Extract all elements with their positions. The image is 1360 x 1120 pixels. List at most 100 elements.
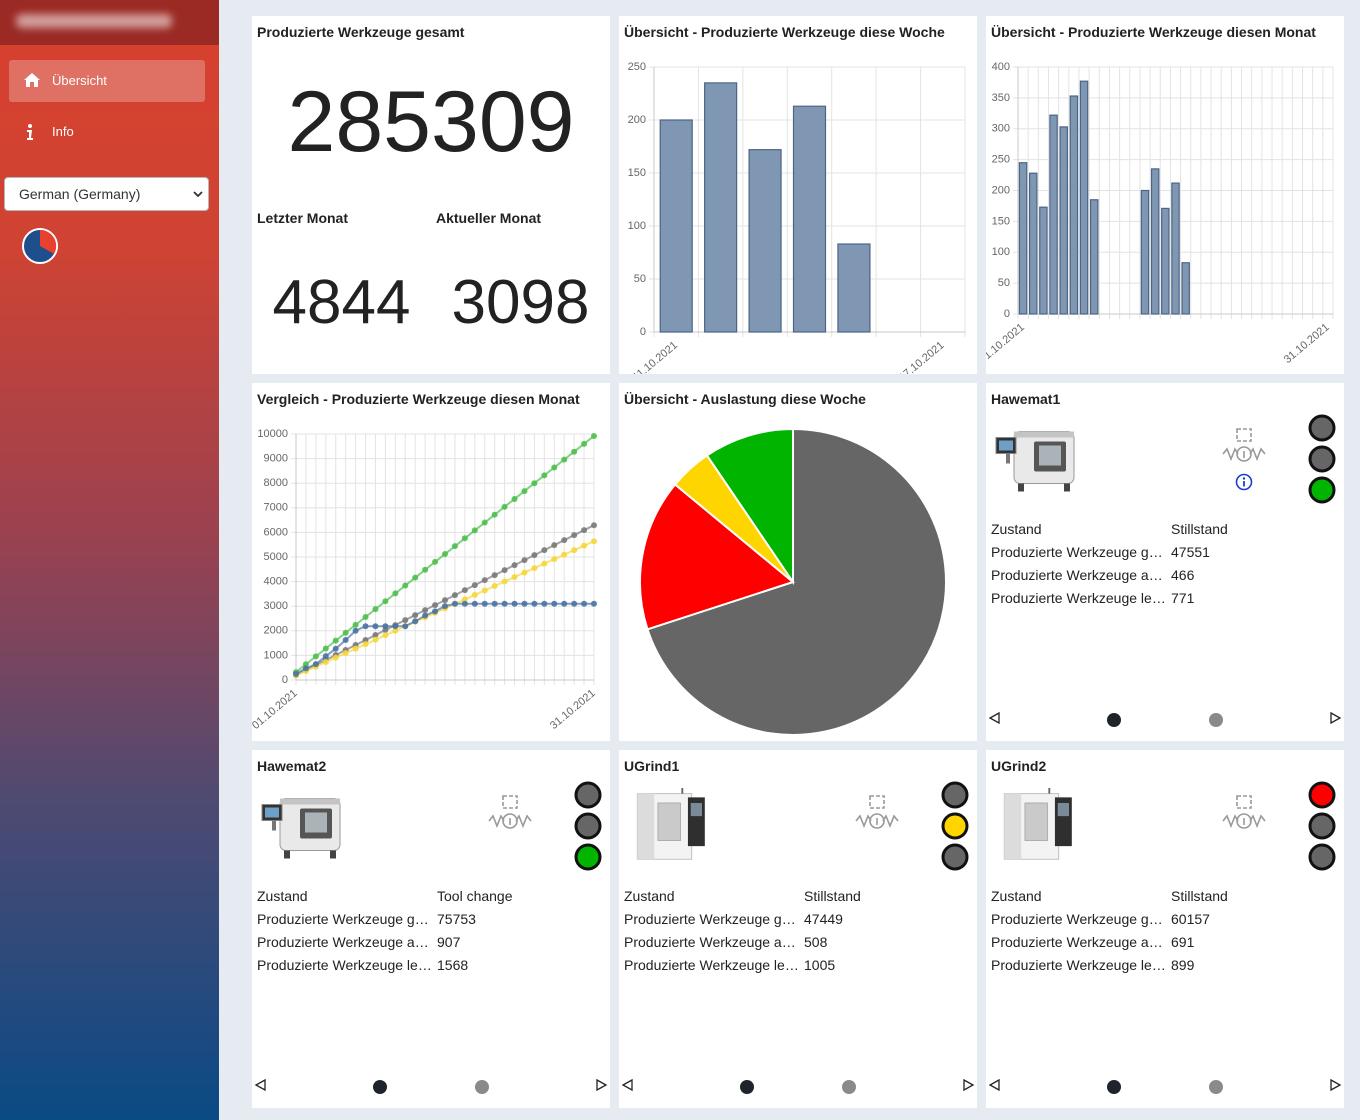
machine-picture xyxy=(636,788,706,861)
point xyxy=(571,532,578,539)
bar xyxy=(1079,80,1089,315)
carousel-prev[interactable] xyxy=(988,711,1000,725)
point xyxy=(332,645,339,652)
y-tick-label: 250 xyxy=(628,61,646,73)
carousel-dot[interactable] xyxy=(475,1080,489,1094)
carousel-next[interactable] xyxy=(596,1078,608,1092)
status-value: Stillstand xyxy=(1171,521,1228,537)
point xyxy=(511,600,518,607)
pie-slice xyxy=(705,427,794,586)
row-value: 771 xyxy=(1171,590,1195,606)
machine-name: Hawemat2 xyxy=(257,758,327,774)
point xyxy=(561,551,568,558)
point xyxy=(541,600,548,607)
row-label: Produzierte Werkzeuge le… xyxy=(991,957,1165,973)
status-light xyxy=(1308,843,1336,871)
info-button[interactable] xyxy=(1235,473,1253,491)
status-label: Zustand xyxy=(257,888,308,904)
point xyxy=(471,582,478,589)
brand-logo xyxy=(16,14,172,28)
point xyxy=(551,600,558,607)
maintenance-icon xyxy=(488,795,532,829)
row-value: 508 xyxy=(804,934,828,950)
status-value: Stillstand xyxy=(1171,888,1228,904)
point xyxy=(322,653,329,660)
status-label: Zustand xyxy=(991,521,1042,537)
row-value: 1005 xyxy=(804,957,836,973)
carousel-dot[interactable] xyxy=(1107,713,1121,727)
carousel-dot[interactable] xyxy=(842,1080,856,1094)
card-title: Übersicht - Produzierte Werkzeuge diese … xyxy=(624,24,945,40)
x-tick-label: 01.10.2021 xyxy=(986,321,1027,366)
point xyxy=(412,574,419,581)
row-value: 1568 xyxy=(437,957,469,973)
carousel-dot[interactable] xyxy=(1107,1080,1121,1094)
stat-label: Letzter Monat xyxy=(257,210,348,226)
select-arrow xyxy=(193,191,203,198)
point xyxy=(501,503,508,510)
carousel-prev[interactable] xyxy=(254,1078,266,1092)
point xyxy=(461,596,468,603)
chart-card: Vergleich - Produzierte Werkzeuge diesen… xyxy=(252,383,610,741)
point xyxy=(402,617,409,624)
pie-icon[interactable] xyxy=(21,227,59,265)
nav-item[interactable]: Übersicht xyxy=(9,60,205,102)
carousel-next[interactable] xyxy=(1330,1078,1342,1092)
x-tick-label: 31.10.2021 xyxy=(1282,321,1332,366)
nav-item[interactable]: Info xyxy=(9,111,205,153)
carousel-next[interactable] xyxy=(1330,711,1342,725)
traffic-light xyxy=(1308,414,1336,504)
status-label: Zustand xyxy=(991,888,1042,904)
y-tick-label: 5000 xyxy=(264,551,288,563)
status-light xyxy=(1308,812,1336,840)
point xyxy=(382,632,389,639)
row-value: 907 xyxy=(437,934,461,950)
carousel-dot[interactable] xyxy=(740,1080,754,1094)
point xyxy=(561,537,568,544)
bar xyxy=(1018,162,1028,315)
point xyxy=(581,600,588,607)
point xyxy=(382,598,389,605)
point xyxy=(342,650,349,657)
point xyxy=(312,661,319,668)
card-title: Übersicht - Auslastung diese Woche xyxy=(624,391,866,407)
x-tick-label: 01.10.2021 xyxy=(252,687,300,732)
carousel-next[interactable] xyxy=(963,1078,975,1092)
point xyxy=(501,578,508,585)
point xyxy=(392,590,399,597)
y-tick-label: 350 xyxy=(992,92,1010,104)
point xyxy=(511,562,518,569)
bar xyxy=(748,149,782,333)
carousel-dot[interactable] xyxy=(373,1080,387,1094)
machine-name: Hawemat1 xyxy=(991,391,1061,407)
maintenance-glyph xyxy=(1222,795,1266,829)
stat-value: 4844 xyxy=(272,268,411,337)
home-icon xyxy=(24,73,40,87)
point xyxy=(491,511,498,518)
machine-image xyxy=(261,797,341,860)
point xyxy=(302,665,309,672)
row-label: Produzierte Werkzeuge a… xyxy=(991,567,1163,583)
card-title: Übersicht - Produzierte Werkzeuge diesen… xyxy=(991,24,1316,40)
point xyxy=(442,597,448,604)
y-tick-label: 200 xyxy=(628,114,646,126)
point xyxy=(471,591,478,598)
carousel-prev[interactable] xyxy=(988,1078,1000,1092)
bar-chart: 0 50 100 150 200 250 300 350 400 01.10.2021 31.10.… xyxy=(986,61,1334,366)
pie-slice xyxy=(646,427,947,736)
point xyxy=(322,645,329,652)
point xyxy=(362,641,369,648)
point xyxy=(293,670,299,677)
y-tick-label: 0 xyxy=(282,674,288,686)
language-select[interactable]: German (Germany) xyxy=(4,177,209,211)
carousel-prev[interactable] xyxy=(621,1078,633,1092)
point xyxy=(352,621,359,628)
carousel-dot[interactable] xyxy=(1209,713,1223,727)
traffic-light xyxy=(1308,781,1336,871)
machine-picture xyxy=(261,797,341,860)
point xyxy=(591,600,597,607)
y-tick-label: 100 xyxy=(628,220,646,232)
carousel-dot[interactable] xyxy=(1209,1080,1223,1094)
total-value: 285309 xyxy=(287,74,575,170)
point xyxy=(491,582,498,589)
